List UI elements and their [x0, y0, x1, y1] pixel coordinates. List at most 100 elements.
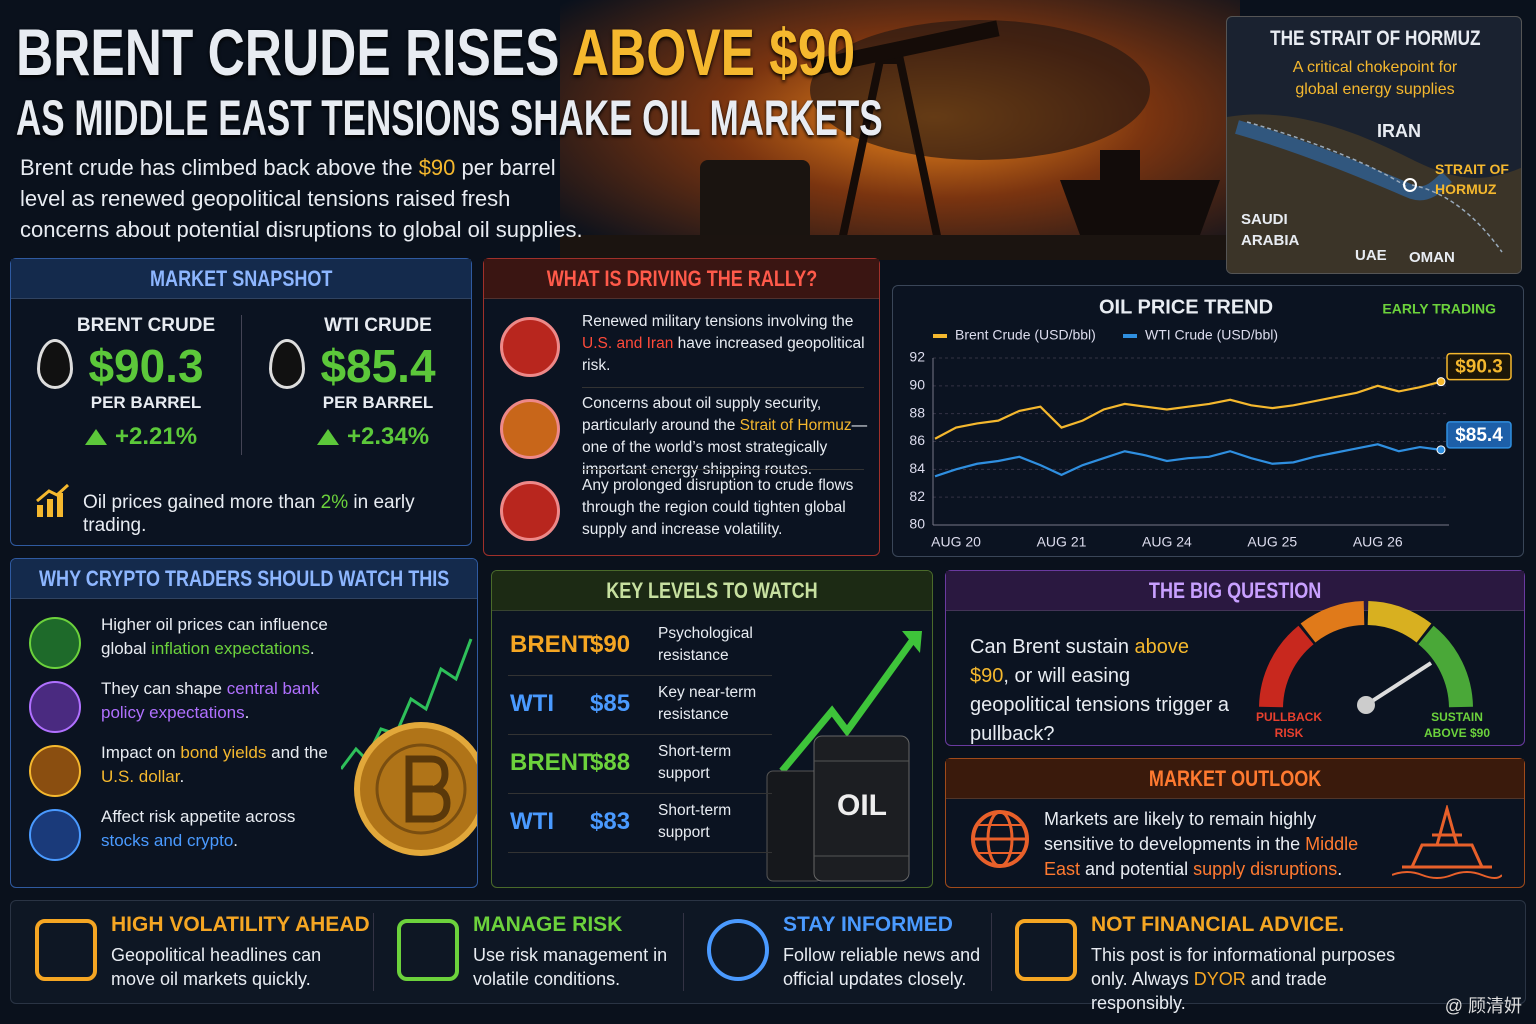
text: in early trading. [83, 492, 415, 536]
divider [582, 387, 864, 388]
highlight-text: Middle East [1044, 834, 1359, 879]
price: $85.4 [320, 340, 436, 392]
highlight-text: Strait of Hormuz [739, 417, 852, 434]
footer: HIGH VOLATILITY AHEAD Geopolitical headli… [10, 900, 1526, 1013]
divider [991, 913, 992, 991]
value-label: $85.4 [1455, 425, 1503, 446]
barrel-art: OIL [766, 631, 922, 882]
divider [683, 913, 684, 991]
rig-icon [1392, 805, 1502, 879]
x-tick-label: AUG 20 [931, 534, 981, 550]
title-highlight: ABOVE $90 [571, 15, 856, 89]
map-label: UAE [1355, 247, 1387, 264]
text: Concerns about oil supply security, part… [582, 395, 822, 434]
commodity-name: BRENT CRUDE [76, 315, 216, 336]
level-desc: Psychological resistance [658, 625, 753, 664]
highlight-text: U.S. and Iran [582, 335, 674, 352]
x-tick-label: AUG 21 [1037, 534, 1087, 550]
footer-icon [1015, 919, 1077, 981]
highlight-text: supply disruptions [1193, 859, 1338, 879]
highlight-text: DYOR [1193, 969, 1246, 989]
text: . [233, 831, 239, 850]
text: Oil prices gained more than [83, 492, 321, 513]
title-line2: AS MIDDLE EAST TENSIONS SHAKE OIL MARKET… [16, 90, 883, 146]
footer-text: Follow reliable news and official update… [783, 943, 1033, 991]
level-market: BRENT [510, 631, 593, 658]
watermark: @ 顾清妍 [1444, 996, 1522, 1016]
drivers-panel: WHAT IS DRIVING THE RALLY? Renewed milit… [483, 258, 880, 556]
panel-title: WHAT IS DRIVING THE RALLY? [546, 265, 817, 291]
gauge-left: PULLBACK RISK [1256, 710, 1322, 740]
up-arrow [317, 429, 339, 445]
crypto-text: Impact on bond yields and the U.S. dolla… [101, 741, 331, 789]
title-main: BRENT CRUDE RISES [16, 15, 560, 89]
y-tick-label: 86 [909, 432, 925, 448]
up-arrow [85, 429, 107, 445]
map-label: STRAIT OF HORMUZ [1435, 161, 1509, 197]
text: and trade responsibly. [1091, 969, 1327, 1013]
text: Higher oil prices can influence global [101, 615, 328, 658]
driver-icon [500, 317, 560, 377]
panel-title: THE BIG QUESTION [1148, 577, 1322, 603]
intro: Brent crude has climbed back above the $… [20, 152, 600, 245]
text: They can shape [101, 679, 227, 698]
bitcoin-art [341, 638, 477, 856]
y-tick-label: 82 [909, 488, 925, 504]
crypto-icon [29, 617, 81, 669]
panel-title: MARKET OUTLOOK [1148, 765, 1322, 791]
levels-panel: KEY LEVELS TO WATCH OIL BRENT $90 Psycholo… [491, 570, 933, 888]
question-panel: THE BIG QUESTION Can Brent sustain above… [945, 570, 1525, 746]
footer-text: This post is for informational purposes … [1091, 943, 1421, 1015]
text: . [1337, 859, 1343, 879]
crypto-text: Affect risk appetite across stocks and c… [101, 805, 331, 853]
chart-subtitle: EARLY TRADING [1382, 301, 1496, 317]
crypto-text: Higher oil prices can influence global i… [101, 613, 331, 661]
header-scene [560, 0, 1240, 260]
crypto-icon [29, 745, 81, 797]
highlight-text: $90 [418, 155, 456, 180]
highlight-text: above $90 [970, 636, 1190, 687]
text: and the [266, 743, 328, 762]
snapshot-note: Oil prices gained more than 2% in early … [83, 491, 471, 537]
level-desc: Key near-term resistance [658, 684, 757, 723]
end-point [1436, 445, 1446, 455]
legend-label: Brent Crude (USD/bbl) [955, 327, 1096, 343]
title-block: BRENT CRUDE RISES ABOVE $90 AS MIDDLE EA… [16, 14, 883, 146]
x-tick-label: AUG 25 [1247, 534, 1297, 550]
text: Any prolonged disruption to crude flows … [582, 477, 854, 538]
level-desc: Short-term support [658, 743, 732, 782]
crypto-panel: WHY CRYPTO TRADERS SHOULD WATCH THIS Hig… [10, 558, 478, 888]
footer-title: NOT FINANCIAL ADVICE. [1091, 913, 1345, 936]
chart-title: OIL PRICE TREND [1099, 296, 1273, 318]
y-tick-label: 80 [909, 516, 925, 532]
level-price: $90 [590, 631, 631, 658]
outlook-text: Markets are likely to remain highly sens… [1044, 807, 1384, 882]
crypto-text: They can shape central bank policy expec… [101, 677, 331, 725]
x-tick-label: AUG 24 [1142, 534, 1192, 550]
x-tick-label: AUG 26 [1353, 534, 1403, 550]
map-title: THE STRAIT OF HORMUZ [1269, 27, 1481, 50]
text: Impact on [101, 743, 181, 762]
map-label: SAUDI ARABIA [1241, 211, 1300, 249]
level-market: WTI [510, 690, 554, 717]
barrel-label: OIL [837, 789, 887, 822]
value-label-box [1446, 352, 1512, 381]
text: Can Brent sustain [970, 636, 1135, 658]
divider [508, 793, 772, 794]
change: +2.21% [115, 423, 198, 450]
footer-title: STAY INFORMED [783, 913, 953, 936]
text: Geopolitical headlines can move oil mark… [111, 945, 322, 989]
level-price: $88 [590, 749, 631, 776]
level-price: $83 [590, 808, 631, 835]
level-desc: Short-term support [658, 802, 732, 841]
text: , or will easing geopolitical tensions t… [970, 665, 1230, 745]
text: Use risk management in volatile conditio… [473, 945, 668, 989]
driver-text: Concerns about oil supply security, part… [582, 393, 872, 481]
legend-label: WTI Crude (USD/bbl) [1145, 327, 1278, 343]
level-market: BRENT [510, 749, 593, 776]
divider [508, 852, 772, 853]
highlight-text: stocks and crypto [101, 831, 234, 850]
driver-text: Renewed military tensions involving the … [582, 311, 872, 377]
commodity-name: WTI CRUDE [324, 315, 432, 336]
gauge-right: SUSTAIN ABOVE $90 [1423, 710, 1491, 740]
